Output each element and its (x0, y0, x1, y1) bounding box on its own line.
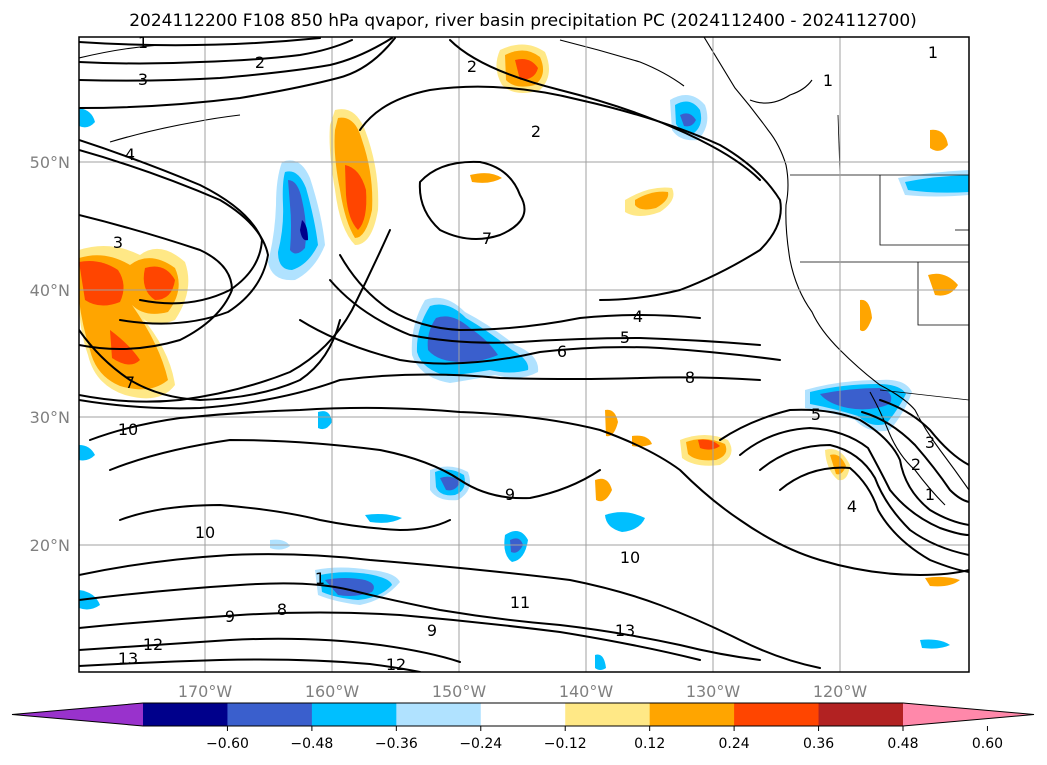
contour-label: 12 (143, 635, 163, 654)
precip-anomaly-fill (79, 44, 969, 670)
contour-label: 2 (255, 53, 265, 72)
colorbar-outline (11, 702, 1035, 727)
figure-title: 2024112200 F108 850 hPa qvapor, river ba… (129, 11, 917, 31)
contour-label: 12 (386, 655, 406, 674)
lat-label: 50°N (30, 153, 70, 172)
contour-label: 11 (510, 593, 530, 612)
colorbar-segment (818, 703, 904, 726)
contour-label: 7 (482, 229, 492, 248)
contour-label: 8 (277, 600, 287, 619)
contour-label: 1 (138, 33, 148, 52)
longitude-labels: 170°W 160°W 150°W 140°W 130°W 120°W (178, 682, 868, 701)
colorbar-tick-label: −0.60 (206, 736, 249, 752)
contour-labels: 1 2 3 4 2 2 7 3 4 5 6 7 8 10 5 9 10 10 1… (113, 33, 938, 674)
contour-label: 1 (823, 71, 833, 90)
lat-label: 20°N (30, 536, 70, 555)
colorbar-tick-label: −0.12 (544, 736, 587, 752)
contour-label: 2 (531, 122, 541, 141)
colorbar-segment (227, 703, 313, 726)
lon-label: 120°W (813, 682, 868, 701)
contour-label: 9 (225, 607, 235, 626)
colorbar-ticks: −0.60 −0.48 −0.36 −0.24 −0.12 0.12 0.24 0.36 0.4… (206, 726, 1003, 752)
contour-label: 2 (467, 57, 477, 76)
colorbar-extension-high (903, 703, 1034, 726)
contour-label: 9 (427, 621, 437, 640)
contour-label: 13 (118, 649, 138, 668)
colorbar-tick-label: −0.48 (290, 736, 333, 752)
colorbar-tick-label: 0.12 (634, 736, 665, 752)
colorbar-segment (311, 703, 397, 726)
colorbar-segment (480, 703, 566, 726)
colorbar-tick-label: 0.24 (719, 736, 750, 752)
colorbar-tick-label: 0.36 (803, 736, 834, 752)
contour-label: 3 (113, 233, 123, 252)
contour-label: 10 (620, 548, 640, 567)
colorbar-tick-label: 0.60 (972, 736, 1003, 752)
colorbar-segment (565, 703, 651, 726)
lat-label: 40°N (30, 281, 70, 300)
lon-label: 160°W (305, 682, 360, 701)
colorbar: −0.60 −0.48 −0.36 −0.24 −0.12 0.12 0.24 0.36 0.4… (11, 702, 1035, 752)
map-frame (78, 36, 970, 673)
contour-label: 3 (925, 433, 935, 452)
colorbar-segment (396, 703, 482, 726)
colorbar-segment (734, 703, 820, 726)
colorbar-segment (143, 703, 228, 726)
contour-label: 4 (847, 497, 857, 516)
contour-label: 7 (125, 373, 135, 392)
contour-label: 9 (505, 485, 515, 504)
coastlines (79, 37, 969, 506)
colorbar-tick-label: −0.36 (375, 736, 418, 752)
lon-label: 140°W (559, 682, 614, 701)
latitude-labels: 50°N 40°N 30°N 20°N (30, 153, 70, 555)
contour-label: 1 (925, 485, 935, 504)
contour-label: 4 (125, 145, 135, 164)
contour-label: 1 (928, 43, 938, 62)
colorbar-extension-low (12, 703, 143, 726)
contour-label: 8 (685, 368, 695, 387)
qvapor-contours (79, 37, 969, 672)
lat-label: 30°N (30, 408, 70, 427)
lon-label: 150°W (432, 682, 487, 701)
lon-label: 130°W (686, 682, 741, 701)
colorbar-tick-label: 0.48 (887, 736, 918, 752)
contour-label: 13 (615, 621, 635, 640)
contour-label: 3 (138, 70, 148, 89)
lon-label: 170°W (178, 682, 233, 701)
contour-label: 5 (811, 405, 821, 424)
contour-label: 10 (118, 420, 138, 439)
contour-label: 6 (557, 342, 567, 361)
colorbar-segments (11, 702, 1035, 727)
contour-label: 2 (911, 455, 921, 474)
colorbar-tick-label: −0.24 (459, 736, 502, 752)
contour-label: 5 (620, 328, 630, 347)
contour-label: 4 (633, 307, 643, 326)
contour-label: 1 (315, 569, 325, 588)
contour-label: 10 (195, 523, 215, 542)
map-area: 1 2 3 4 2 2 7 3 4 5 6 7 8 10 5 9 10 10 1… (78, 33, 970, 674)
colorbar-segment (649, 703, 735, 726)
